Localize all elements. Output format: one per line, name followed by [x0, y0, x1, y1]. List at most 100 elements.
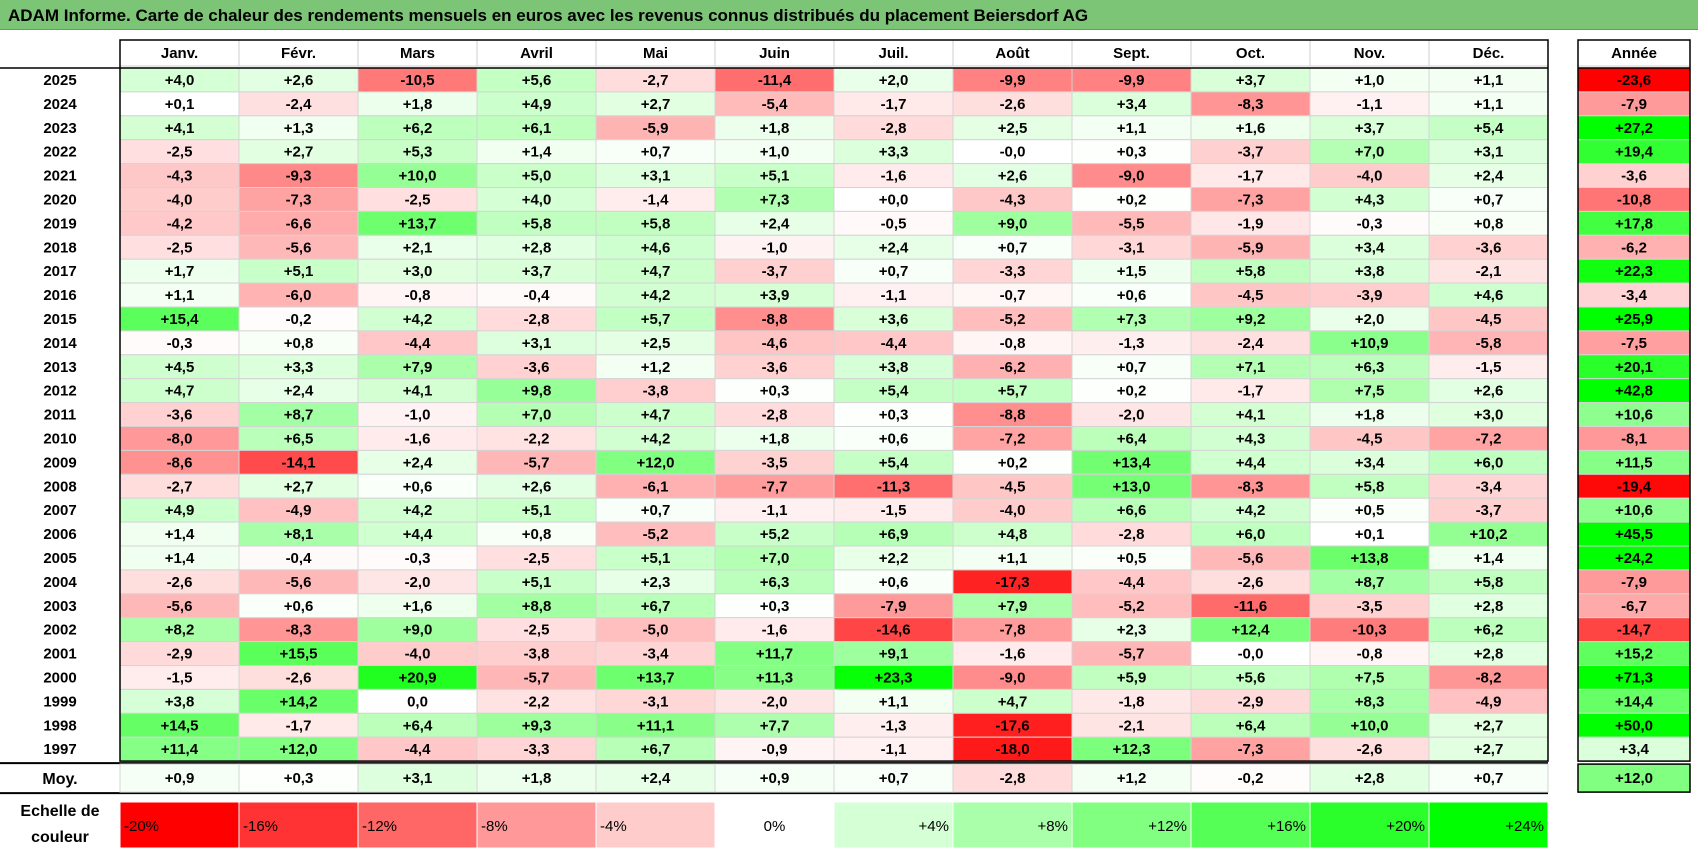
cell-value: -2,8 — [524, 311, 550, 328]
cell-value: +1,5 — [1117, 263, 1147, 280]
cell-value: -2,4 — [286, 96, 313, 113]
cell-value: +7,9 — [998, 598, 1028, 615]
cell-value: +4,2 — [1236, 502, 1266, 519]
cell-value: -2,5 — [405, 191, 431, 208]
row-label-year: 2020 — [43, 191, 76, 208]
cell-value: +10,9 — [1351, 335, 1389, 352]
cell-value: -10,5 — [400, 72, 434, 89]
cell-value: +4,7 — [998, 693, 1028, 710]
cell-value: +2,6 — [1474, 383, 1504, 400]
cell-value: +7,3 — [1117, 311, 1147, 328]
cell-value: +6,9 — [879, 526, 909, 543]
cell-value: +6,7 — [641, 598, 671, 615]
cell-value: -0,5 — [881, 215, 907, 232]
annual-value: -10,8 — [1617, 191, 1651, 208]
cell-value: +3,7 — [1355, 120, 1385, 137]
cell-value: +3,6 — [879, 311, 909, 328]
cell-value: -3,9 — [1357, 287, 1383, 304]
column-header: Sept. — [1113, 45, 1150, 62]
cell-value: +12,3 — [1113, 741, 1151, 758]
cell-value: -7,3 — [286, 191, 312, 208]
cell-value: -5,6 — [1238, 550, 1264, 567]
cell-value: -4,0 — [1357, 168, 1383, 185]
cell-value: +5,6 — [522, 72, 552, 89]
cell-value: -8,3 — [1238, 96, 1264, 113]
cell-value: +0,5 — [1355, 502, 1385, 519]
cell-value: +2,1 — [403, 239, 433, 256]
cell-value: +0,7 — [641, 144, 671, 161]
annual-value: +3,4 — [1619, 741, 1649, 758]
chart-title: ADAM Informe. Carte de chaleur des rende… — [8, 6, 1089, 25]
cell-value: +3,4 — [1355, 239, 1385, 256]
cell-value: +1,8 — [403, 96, 433, 113]
cell-value: +7,3 — [760, 191, 790, 208]
scale-stop-label: 0% — [764, 818, 786, 835]
row-label-year: 2025 — [43, 72, 76, 89]
cell-value: -1,6 — [1000, 646, 1026, 663]
cell-value: +7,0 — [1355, 144, 1385, 161]
cell-value: +2,7 — [284, 478, 314, 495]
scale-swatch — [952, 801, 1073, 848]
row-label-year: 2006 — [43, 526, 76, 543]
average-cell — [476, 763, 597, 793]
cell-value: -5,0 — [643, 622, 669, 639]
cell-value: -4,9 — [1476, 693, 1502, 710]
column-header: Déc. — [1473, 45, 1505, 62]
annual-value: -14,7 — [1617, 622, 1651, 639]
row-label-year: 1998 — [43, 717, 76, 734]
cell-value: -3,8 — [524, 646, 550, 663]
cell-value: +4,2 — [403, 502, 433, 519]
cell-value: +15,5 — [280, 646, 318, 663]
column-header: Juil. — [878, 45, 908, 62]
cell-value: -3,8 — [643, 383, 669, 400]
row-label-year: 2012 — [43, 383, 76, 400]
average-annual-cell — [1577, 763, 1691, 793]
cell-value: +2,8 — [1474, 598, 1504, 615]
annual-value: +11,5 — [1615, 454, 1652, 471]
cell-value: -1,1 — [881, 741, 907, 758]
column-header: Mars — [400, 45, 435, 62]
cell-value: +13,8 — [1351, 550, 1389, 567]
cell-value: -2,0 — [405, 574, 431, 591]
cell-value: +5,1 — [760, 168, 790, 185]
cell-value: -5,6 — [286, 574, 312, 591]
cell-value: +6,7 — [641, 741, 671, 758]
row-label-year: 2024 — [43, 96, 77, 113]
cell-value: +0,3 — [879, 407, 909, 424]
column-header-cell — [1071, 39, 1192, 67]
cell-value: -10,3 — [1352, 622, 1386, 639]
average-cell — [1428, 763, 1549, 793]
cell-value: +10,0 — [399, 168, 437, 185]
cell-value: +7,7 — [760, 717, 790, 734]
cell-value: +4,4 — [1236, 454, 1266, 471]
scale-swatch — [238, 801, 359, 848]
cell-value: +8,1 — [284, 526, 314, 543]
cell-value: +3,8 — [879, 359, 909, 376]
cell-value: -2,6 — [1357, 741, 1383, 758]
cell-value: +8,7 — [284, 407, 314, 424]
scale-stop-label: -20% — [124, 818, 159, 835]
cell-value: -3,6 — [762, 359, 788, 376]
annual-value: +14,4 — [1615, 693, 1654, 710]
annual-value: -6,2 — [1621, 239, 1647, 256]
cell-value: +13,4 — [1113, 454, 1152, 471]
cell-value: -1,4 — [643, 191, 670, 208]
scale-swatch — [1428, 801, 1549, 848]
scale-stop-label: -8% — [481, 818, 508, 835]
annual-value: +45,5 — [1615, 526, 1653, 543]
cell-value: +9,1 — [879, 646, 909, 663]
annual-grid-border — [1577, 39, 1691, 762]
cell-value: -8,3 — [1238, 478, 1264, 495]
cell-value: -1,9 — [1238, 215, 1264, 232]
cell-value: -1,5 — [167, 669, 193, 686]
cell-value: -1,7 — [286, 717, 312, 734]
cell-value: -8,6 — [167, 454, 193, 471]
cell-value: -0,3 — [167, 335, 193, 352]
cell-value: -5,4 — [762, 96, 789, 113]
cell-value: -9,3 — [286, 168, 312, 185]
row-label-year: 1999 — [43, 693, 76, 710]
average-value: +2,4 — [641, 770, 671, 787]
column-header: Nov. — [1354, 45, 1385, 62]
cell-value: +2,4 — [879, 239, 909, 256]
cell-value: +8,2 — [165, 622, 195, 639]
